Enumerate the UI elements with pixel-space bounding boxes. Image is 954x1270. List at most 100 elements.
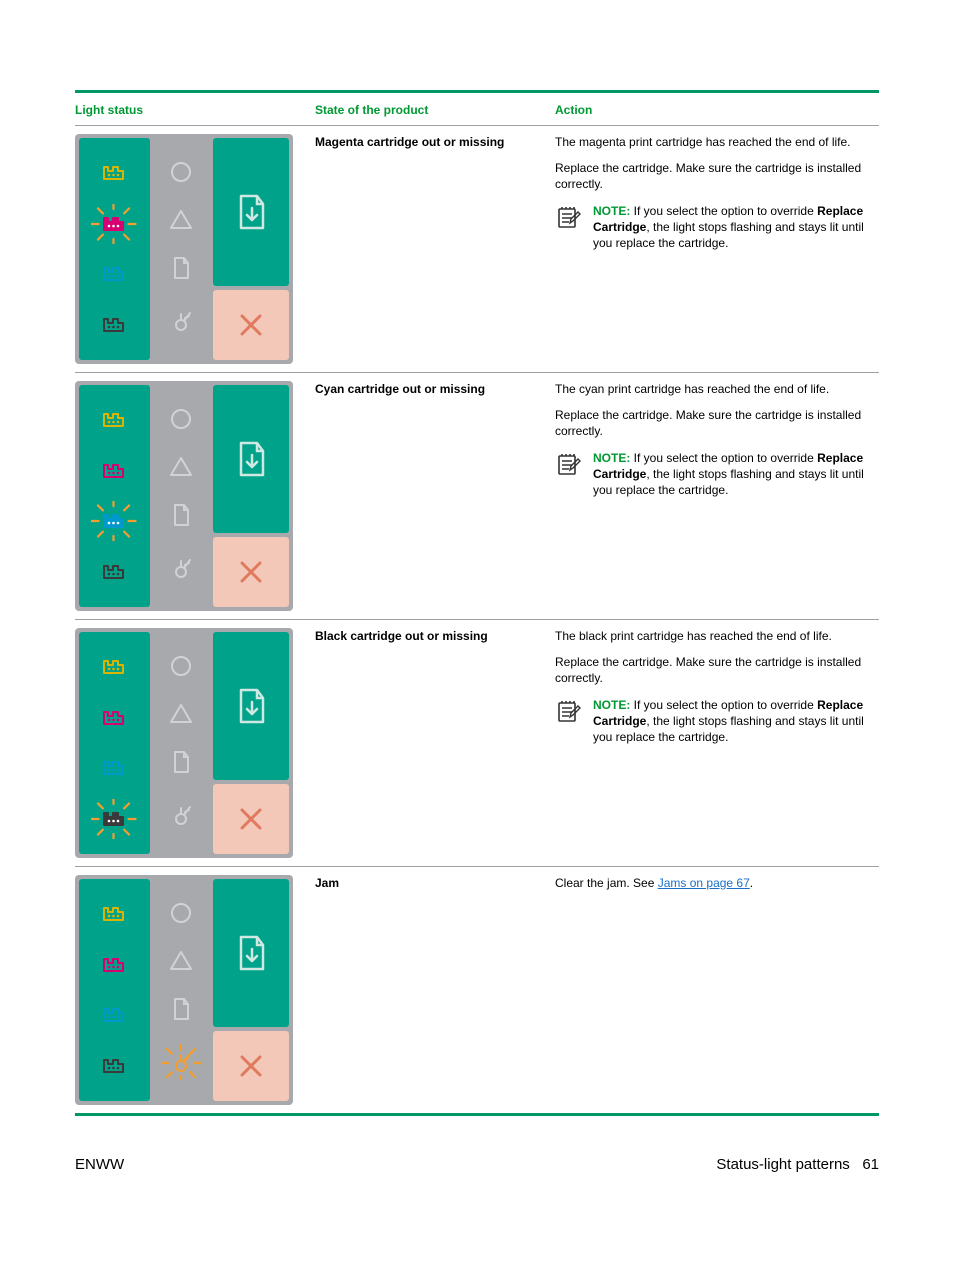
cyan-cartridge-icon (91, 254, 137, 294)
yellow-cartridge-icon (91, 153, 137, 193)
yellow-cartridge-icon (91, 647, 137, 687)
header-action: Action (555, 92, 879, 126)
button-column (213, 138, 289, 360)
ready-icon (168, 406, 194, 432)
note-icon (555, 450, 583, 478)
attention-icon (168, 454, 194, 480)
status-column (154, 385, 209, 607)
note-text: NOTE: If you select the option to overri… (593, 697, 871, 746)
jam-icon (161, 550, 201, 586)
cartridge-column (79, 385, 150, 607)
note-icon (555, 697, 583, 725)
magenta-cartridge-icon (91, 451, 137, 491)
action-cell: The cyan print cartridge has reached the… (555, 373, 879, 620)
header-state: State of the product (315, 92, 555, 126)
attention-icon (168, 948, 194, 974)
light-status-cell (75, 867, 315, 1115)
footer-right: Status-light patterns 61 (716, 1156, 879, 1173)
jams-link[interactable]: Jams on page 67 (658, 876, 750, 890)
ready-icon (168, 159, 194, 185)
page-footer: ENWW Status-light patterns 61 (75, 1116, 879, 1173)
cancel-button-area (213, 784, 289, 854)
action-text-2: Replace the cartridge. Make sure the car… (555, 654, 871, 686)
ready-icon (168, 900, 194, 926)
action-text-2: Replace the cartridge. Make sure the car… (555, 407, 871, 439)
light-status-cell (75, 620, 315, 867)
resume-button-area (213, 138, 289, 286)
magenta-cartridge-icon (91, 204, 137, 244)
paper-icon (168, 255, 194, 281)
resume-button-area (213, 632, 289, 780)
action-cell: The black print cartridge has reached th… (555, 620, 879, 867)
action-text-1: The magenta print cartridge has reached … (555, 134, 871, 150)
attention-icon (168, 207, 194, 233)
cyan-cartridge-icon (91, 995, 137, 1035)
light-status-panel (75, 381, 293, 611)
action-cell: The magenta print cartridge has reached … (555, 126, 879, 373)
resume-icon (233, 439, 269, 479)
light-status-panel (75, 628, 293, 858)
header-light-status: Light status (75, 92, 315, 126)
cancel-button-area (213, 537, 289, 607)
black-cartridge-icon (91, 552, 137, 592)
cartridge-column (79, 879, 150, 1101)
note: NOTE: If you select the option to overri… (555, 697, 871, 746)
action-text-1: The black print cartridge has reached th… (555, 628, 871, 644)
table-row: Cyan cartridge out or missing The cyan p… (75, 373, 879, 620)
state-cell: Black cartridge out or missing (315, 620, 555, 867)
light-status-cell (75, 373, 315, 620)
resume-button-area (213, 879, 289, 1027)
attention-icon (168, 701, 194, 727)
cancel-button-area (213, 1031, 289, 1101)
page: Light status State of the product Action (0, 0, 954, 1213)
cancel-icon (236, 557, 266, 587)
paper-icon (168, 749, 194, 775)
yellow-cartridge-icon (91, 894, 137, 934)
button-column (213, 632, 289, 854)
paper-icon (168, 996, 194, 1022)
magenta-cartridge-icon (91, 698, 137, 738)
light-status-panel (75, 134, 293, 364)
table-row: Jam Clear the jam. See Jams on page 67. (75, 867, 879, 1115)
button-column (213, 385, 289, 607)
cartridge-column (79, 632, 150, 854)
action-text: Clear the jam. See Jams on page 67. (555, 875, 871, 891)
status-table: Light status State of the product Action (75, 90, 879, 1116)
jam-icon (161, 1044, 201, 1080)
light-status-cell (75, 126, 315, 373)
state-cell: Jam (315, 867, 555, 1115)
table-row: Black cartridge out or missing The black… (75, 620, 879, 867)
cancel-icon (236, 1051, 266, 1081)
resume-icon (233, 192, 269, 232)
resume-icon (233, 933, 269, 973)
table-row: Magenta cartridge out or missing The mag… (75, 126, 879, 373)
cyan-cartridge-icon (91, 748, 137, 788)
jam-icon (161, 303, 201, 339)
note: NOTE: If you select the option to overri… (555, 450, 871, 499)
note-text: NOTE: If you select the option to overri… (593, 203, 871, 252)
light-status-panel (75, 875, 293, 1105)
cancel-icon (236, 804, 266, 834)
ready-icon (168, 653, 194, 679)
paper-icon (168, 502, 194, 528)
cyan-cartridge-icon (91, 501, 137, 541)
action-text-2: Replace the cartridge. Make sure the car… (555, 160, 871, 192)
cancel-icon (236, 310, 266, 340)
state-cell: Magenta cartridge out or missing (315, 126, 555, 373)
state-cell: Cyan cartridge out or missing (315, 373, 555, 620)
black-cartridge-icon (91, 305, 137, 345)
status-column (154, 138, 209, 360)
black-cartridge-icon (91, 1046, 137, 1086)
button-column (213, 879, 289, 1101)
footer-left: ENWW (75, 1156, 124, 1173)
note-text: NOTE: If you select the option to overri… (593, 450, 871, 499)
note: NOTE: If you select the option to overri… (555, 203, 871, 252)
cancel-button-area (213, 290, 289, 360)
action-text-1: The cyan print cartridge has reached the… (555, 381, 871, 397)
note-icon (555, 203, 583, 231)
resume-button-area (213, 385, 289, 533)
black-cartridge-icon (91, 799, 137, 839)
status-column (154, 632, 209, 854)
jam-icon (161, 797, 201, 833)
action-cell: Clear the jam. See Jams on page 67. (555, 867, 879, 1115)
